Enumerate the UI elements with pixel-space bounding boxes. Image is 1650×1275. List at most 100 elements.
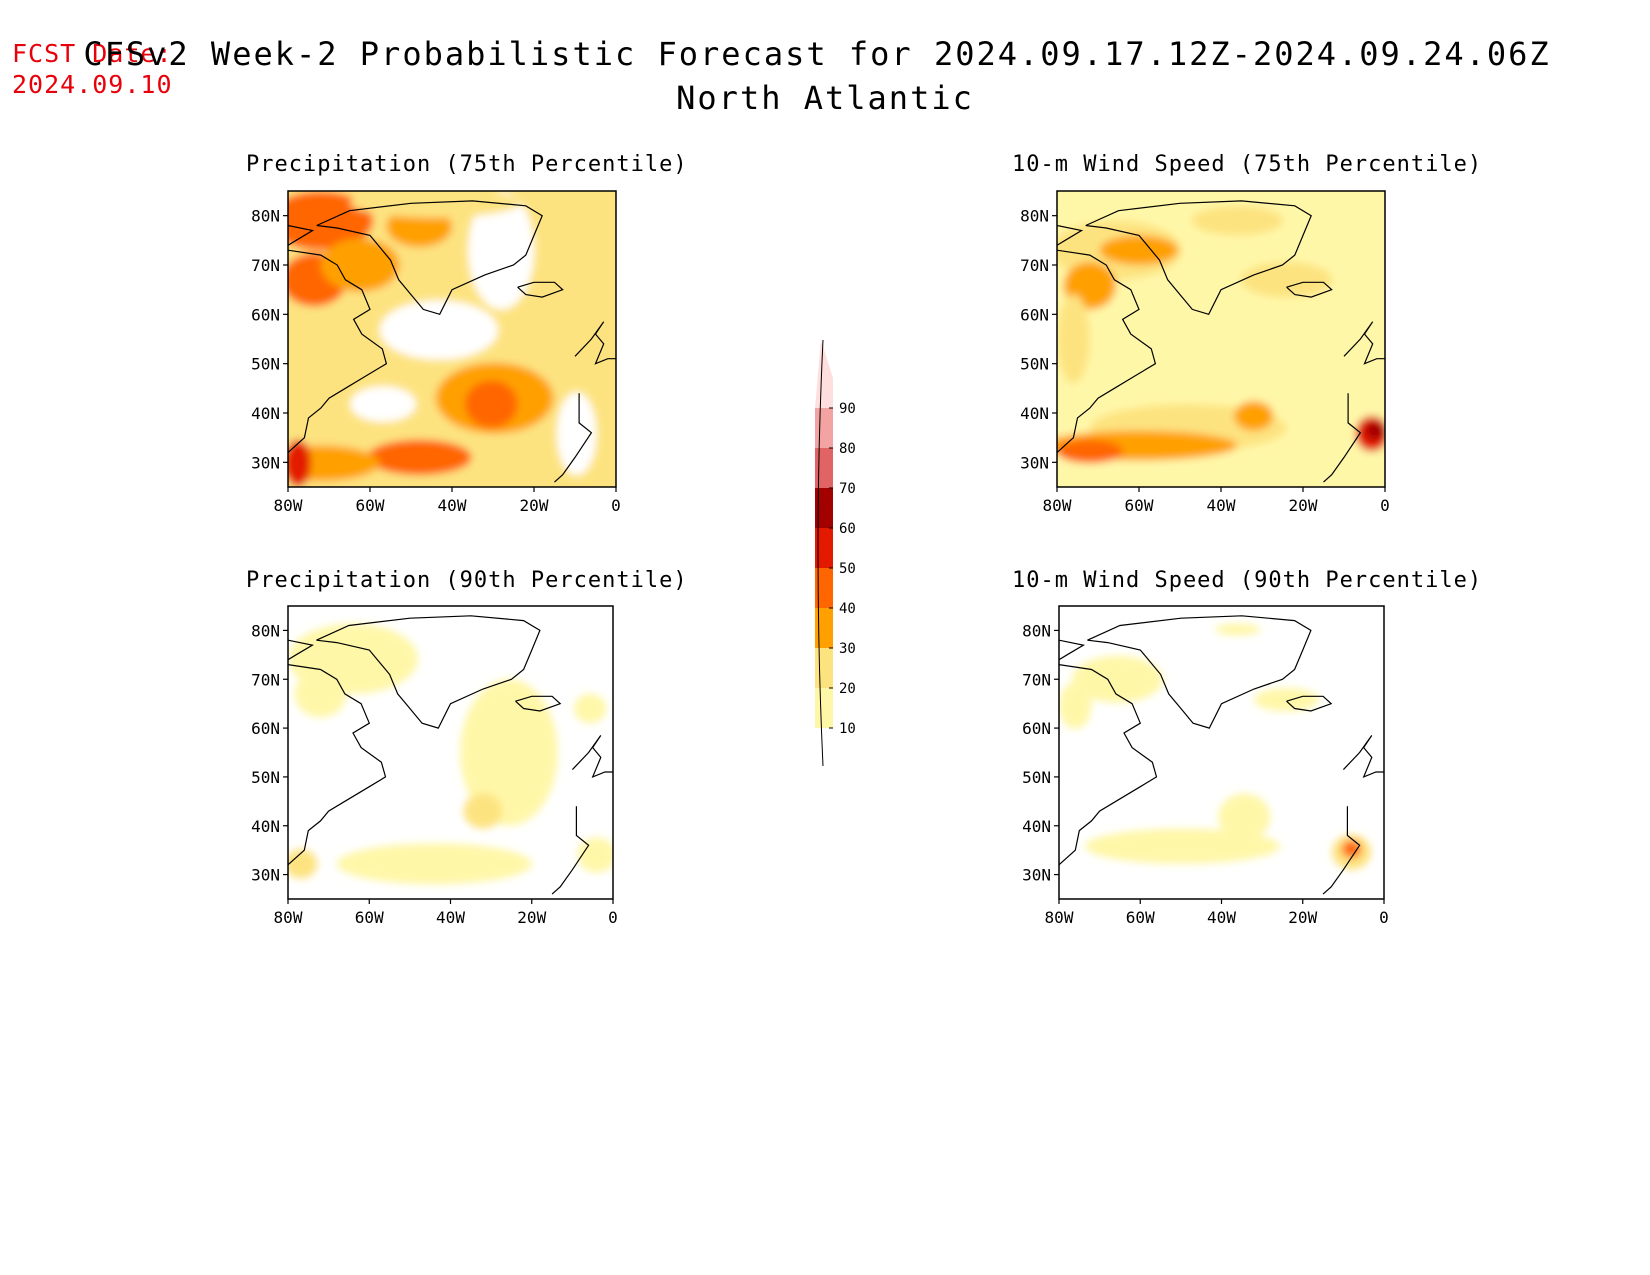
probability-shading	[288, 439, 311, 487]
figure-title-line2: North Atlantic	[676, 79, 974, 117]
probability-shading	[1057, 439, 1123, 464]
coastline	[1085, 200, 1312, 316]
colorbar-outline	[817, 339, 824, 767]
colorbar-box	[815, 340, 833, 408]
colorbar-label: 60	[839, 521, 856, 537]
lat-tick-label: 70N	[1020, 256, 1049, 275]
lon-tick-label: 0	[1380, 496, 1390, 515]
lon-tick-label: 0	[608, 908, 618, 927]
coastline	[571, 735, 613, 778]
lon-tick-label: 40W	[436, 908, 465, 927]
panel-title-precip90: Precipitation (90th Percentile)	[246, 568, 688, 593]
probability-shading	[577, 837, 613, 873]
probability-shading	[1191, 205, 1284, 236]
coastline	[1322, 806, 1361, 895]
probability-shading	[320, 238, 400, 292]
colorbar-box	[815, 688, 833, 728]
coastline	[316, 200, 543, 316]
coastline	[1286, 281, 1333, 298]
lat-tick-label: 50N	[251, 768, 280, 787]
shading-layer	[288, 623, 613, 885]
coastlines	[288, 615, 613, 895]
coastline	[288, 664, 387, 866]
lon-tick-label: 20W	[1289, 496, 1318, 515]
lat-tick-label: 70N	[251, 256, 280, 275]
lat-tick-label: 40N	[251, 817, 280, 836]
colorbar-box	[815, 528, 833, 568]
lon-tick-label: 40W	[1207, 908, 1236, 927]
colorbar-box	[815, 408, 833, 448]
lat-tick-label: 40N	[1020, 404, 1049, 423]
coastline	[574, 321, 616, 365]
lon-tick-label: 20W	[517, 908, 546, 927]
forecast-date: FCST Date: 2024.09.10	[12, 38, 173, 100]
lat-tick-label: 60N	[251, 719, 280, 738]
colorbar-label: 80	[839, 441, 856, 457]
coastline	[288, 224, 315, 246]
probability-shading	[288, 849, 318, 879]
figure-title-line1: CFSv2 Week-2 Probabilistic Forecast for …	[83, 35, 1551, 73]
coastline	[1343, 321, 1385, 365]
coastline	[1057, 224, 1084, 246]
probability-shading	[556, 392, 597, 476]
lon-tick-label: 20W	[1288, 908, 1317, 927]
colorbar-label: 30	[839, 641, 856, 657]
lat-tick-label: 80N	[251, 621, 280, 640]
lat-tick-label: 30N	[1020, 453, 1049, 472]
coastlines	[288, 200, 616, 483]
coastline	[1059, 664, 1158, 866]
lat-tick-label: 50N	[251, 355, 280, 374]
lat-tick-label: 80N	[1022, 621, 1051, 640]
panel-title-wind90: 10-m Wind Speed (90th Percentile)	[1012, 568, 1483, 593]
lon-tick-label: 40W	[438, 496, 467, 515]
shading-layer	[1057, 191, 1385, 487]
probability-shading	[468, 191, 534, 310]
coastline	[517, 281, 564, 298]
lon-tick-label: 80W	[274, 908, 303, 927]
lon-tick-label: 40W	[1207, 496, 1236, 515]
shading-layer	[1059, 623, 1371, 870]
probability-shading	[574, 693, 607, 724]
probability-shading	[1059, 682, 1092, 730]
colorbar-box	[815, 568, 833, 608]
coastline	[554, 393, 593, 483]
panel-title-precip75: Precipitation (75th Percentile)	[246, 152, 688, 177]
probability-shading	[1218, 793, 1271, 841]
probability-shading	[350, 386, 416, 422]
probability-shading	[1240, 262, 1333, 298]
coastline	[1059, 639, 1086, 661]
lat-tick-label: 60N	[1022, 719, 1051, 738]
colorbar-label: 90	[839, 401, 856, 417]
probability-shading	[460, 679, 558, 826]
probability-shading	[465, 380, 518, 428]
lat-tick-label: 40N	[1022, 817, 1051, 836]
probability-shading	[1085, 828, 1280, 864]
probability-shading	[350, 191, 521, 218]
colorbar-box	[815, 488, 833, 528]
lon-tick-label: 20W	[520, 496, 549, 515]
probability-shading	[1341, 840, 1362, 858]
lon-tick-label: 60W	[356, 496, 385, 515]
probability-shading	[294, 670, 347, 718]
shading-layer	[288, 191, 616, 487]
lon-tick-label: 0	[611, 496, 621, 515]
coastline	[551, 806, 590, 895]
lat-tick-label: 30N	[251, 866, 280, 885]
probability-shading	[1057, 294, 1090, 384]
probability-shading	[1365, 421, 1385, 440]
coastline	[1087, 615, 1312, 729]
coastlines	[1059, 615, 1384, 895]
lat-tick-label: 70N	[1022, 670, 1051, 689]
coastline	[1342, 735, 1384, 778]
lat-tick-label: 60N	[251, 305, 280, 324]
lat-tick-label: 80N	[1020, 207, 1049, 226]
probability-shading	[1215, 623, 1261, 636]
probability-shading	[336, 843, 532, 885]
lon-tick-label: 60W	[355, 908, 384, 927]
colorbar: 10 20 30 40 50 60 70 80 90	[815, 339, 856, 767]
probability-shading	[1234, 401, 1274, 431]
colorbar-label: 40	[839, 601, 856, 617]
coastline	[515, 695, 562, 712]
colorbar-label: 10	[839, 721, 856, 737]
